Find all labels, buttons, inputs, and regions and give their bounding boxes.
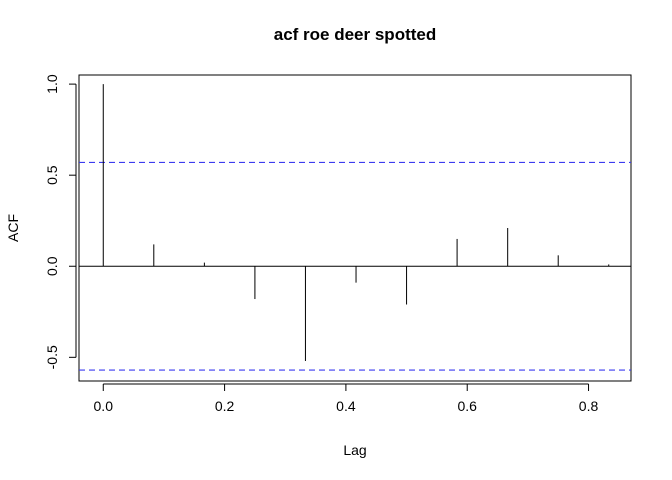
confidence-bounds xyxy=(79,161,631,371)
y-axis-label: ACF xyxy=(5,214,21,242)
y-tick-label: 0.5 xyxy=(44,165,60,185)
y-tick-label: -0.5 xyxy=(44,345,60,369)
x-tick-label: 0.2 xyxy=(215,398,235,414)
x-tick-label: 0.0 xyxy=(94,398,114,414)
x-tick-label: 0.8 xyxy=(579,398,599,414)
x-axis-label: Lag xyxy=(343,442,366,458)
acf-spikes xyxy=(102,84,610,361)
y-axis: -0.5 0.0 0.5 1.0 xyxy=(44,74,77,369)
x-tick-label: 0.4 xyxy=(336,398,356,414)
chart-title: acf roe deer spotted xyxy=(274,25,437,44)
y-tick-label: 1.0 xyxy=(44,74,60,94)
x-tick-label: 0.6 xyxy=(457,398,477,414)
y-tick-label: 0.0 xyxy=(44,256,60,276)
x-axis: 0.0 0.2 0.4 0.6 0.8 xyxy=(94,383,599,414)
plot-frame xyxy=(78,74,632,382)
